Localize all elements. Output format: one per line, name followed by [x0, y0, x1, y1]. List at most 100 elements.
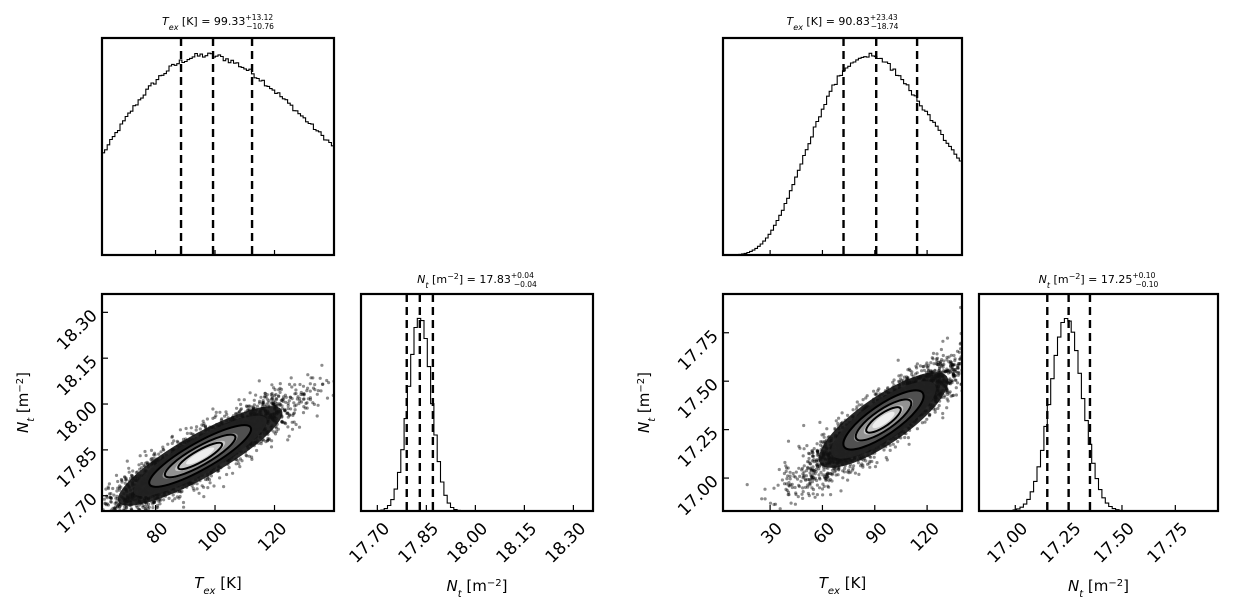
- sample-point: [341, 362, 344, 365]
- sample-point: [947, 381, 951, 385]
- sample-point: [943, 394, 947, 398]
- sample-point: [146, 505, 150, 509]
- sample-point: [205, 417, 209, 421]
- sample-point: [99, 513, 102, 516]
- sample-point: [964, 371, 967, 374]
- sample-point: [270, 383, 274, 387]
- sample-point: [801, 486, 805, 490]
- sample-point: [951, 394, 955, 398]
- sample-point: [848, 465, 852, 469]
- sample-point: [177, 496, 181, 500]
- sample-point: [273, 393, 277, 398]
- sample-point: [254, 393, 258, 397]
- sample-point: [815, 449, 820, 453]
- sample-point: [203, 424, 208, 428]
- sample-point: [809, 468, 814, 472]
- sample-point: [259, 442, 263, 446]
- sample-point: [275, 429, 279, 434]
- sample-point: [181, 437, 186, 441]
- sample-point: [837, 467, 841, 471]
- sample-point: [927, 369, 931, 373]
- sample-point: [124, 521, 127, 524]
- sample-point: [316, 389, 320, 393]
- sample-point: [777, 467, 781, 472]
- nt-histogram-steps: [361, 317, 593, 512]
- nt-tick-label: 18.30: [542, 519, 591, 568]
- sample-point: [262, 438, 266, 442]
- sample-point: [920, 369, 924, 373]
- sample-point: [189, 431, 193, 435]
- sample-point: [134, 514, 137, 517]
- sample-point: [808, 471, 812, 475]
- sample-point: [867, 461, 871, 465]
- sample-point: [992, 338, 995, 341]
- sample-point: [120, 524, 123, 527]
- sample-point: [899, 377, 903, 381]
- sample-point: [115, 505, 119, 509]
- sample-point: [939, 360, 943, 364]
- sample-point: [277, 394, 281, 398]
- sample-point: [859, 464, 863, 468]
- sample-point: [802, 464, 806, 468]
- sample-point: [231, 471, 235, 475]
- sample-point: [837, 416, 841, 420]
- sample-point: [992, 354, 995, 357]
- sample-point: [801, 476, 805, 480]
- sample-point: [806, 466, 810, 470]
- sample-point: [293, 392, 297, 396]
- sample-point: [842, 470, 847, 474]
- sample-point: [955, 349, 960, 353]
- sample-point: [824, 476, 828, 480]
- sample-point: [805, 469, 809, 473]
- sample-point: [902, 375, 907, 379]
- sample-point: [943, 370, 947, 374]
- nt-tick-label: 18.15: [493, 519, 542, 568]
- sample-point: [265, 439, 269, 443]
- sample-point: [108, 514, 111, 517]
- sample-point: [225, 412, 229, 416]
- sample-point: [954, 386, 958, 390]
- sample-point: [201, 419, 205, 423]
- scatter-points: [745, 305, 995, 517]
- sample-point: [950, 367, 954, 371]
- sample-point: [778, 507, 782, 511]
- sample-point: [799, 479, 803, 483]
- sample-point: [158, 502, 162, 506]
- sample-point: [93, 516, 96, 519]
- sample-point: [930, 356, 934, 360]
- sample-point: [292, 420, 296, 424]
- sample-point: [769, 514, 772, 517]
- sample-point: [801, 490, 805, 494]
- sample-point: [124, 478, 128, 482]
- sample-point: [951, 372, 956, 376]
- sample-point: [817, 476, 822, 480]
- sample-point: [294, 422, 298, 427]
- sample-point: [955, 370, 959, 374]
- sample-point: [283, 408, 287, 413]
- sample-point: [971, 366, 974, 369]
- scatter-points: [93, 362, 344, 527]
- sample-point: [266, 438, 270, 442]
- sample-point: [308, 382, 312, 386]
- sample-point: [281, 399, 285, 403]
- sample-point: [152, 500, 156, 505]
- sample-point: [815, 483, 820, 487]
- sample-point: [938, 362, 943, 366]
- sample-point: [810, 480, 815, 484]
- sample-point: [983, 339, 986, 342]
- sample-point: [956, 373, 960, 377]
- sample-point: [143, 449, 147, 454]
- sample-point: [802, 447, 806, 451]
- sample-point: [316, 403, 320, 407]
- sample-point: [888, 448, 892, 452]
- sample-point: [97, 492, 100, 495]
- sample-point: [161, 447, 165, 452]
- sample-point: [207, 478, 212, 482]
- sample-point: [178, 494, 182, 499]
- sample-point: [953, 378, 957, 382]
- sample-point: [785, 482, 789, 486]
- sample-point: [868, 465, 872, 469]
- sample-point: [190, 432, 194, 436]
- sample-point: [812, 469, 816, 473]
